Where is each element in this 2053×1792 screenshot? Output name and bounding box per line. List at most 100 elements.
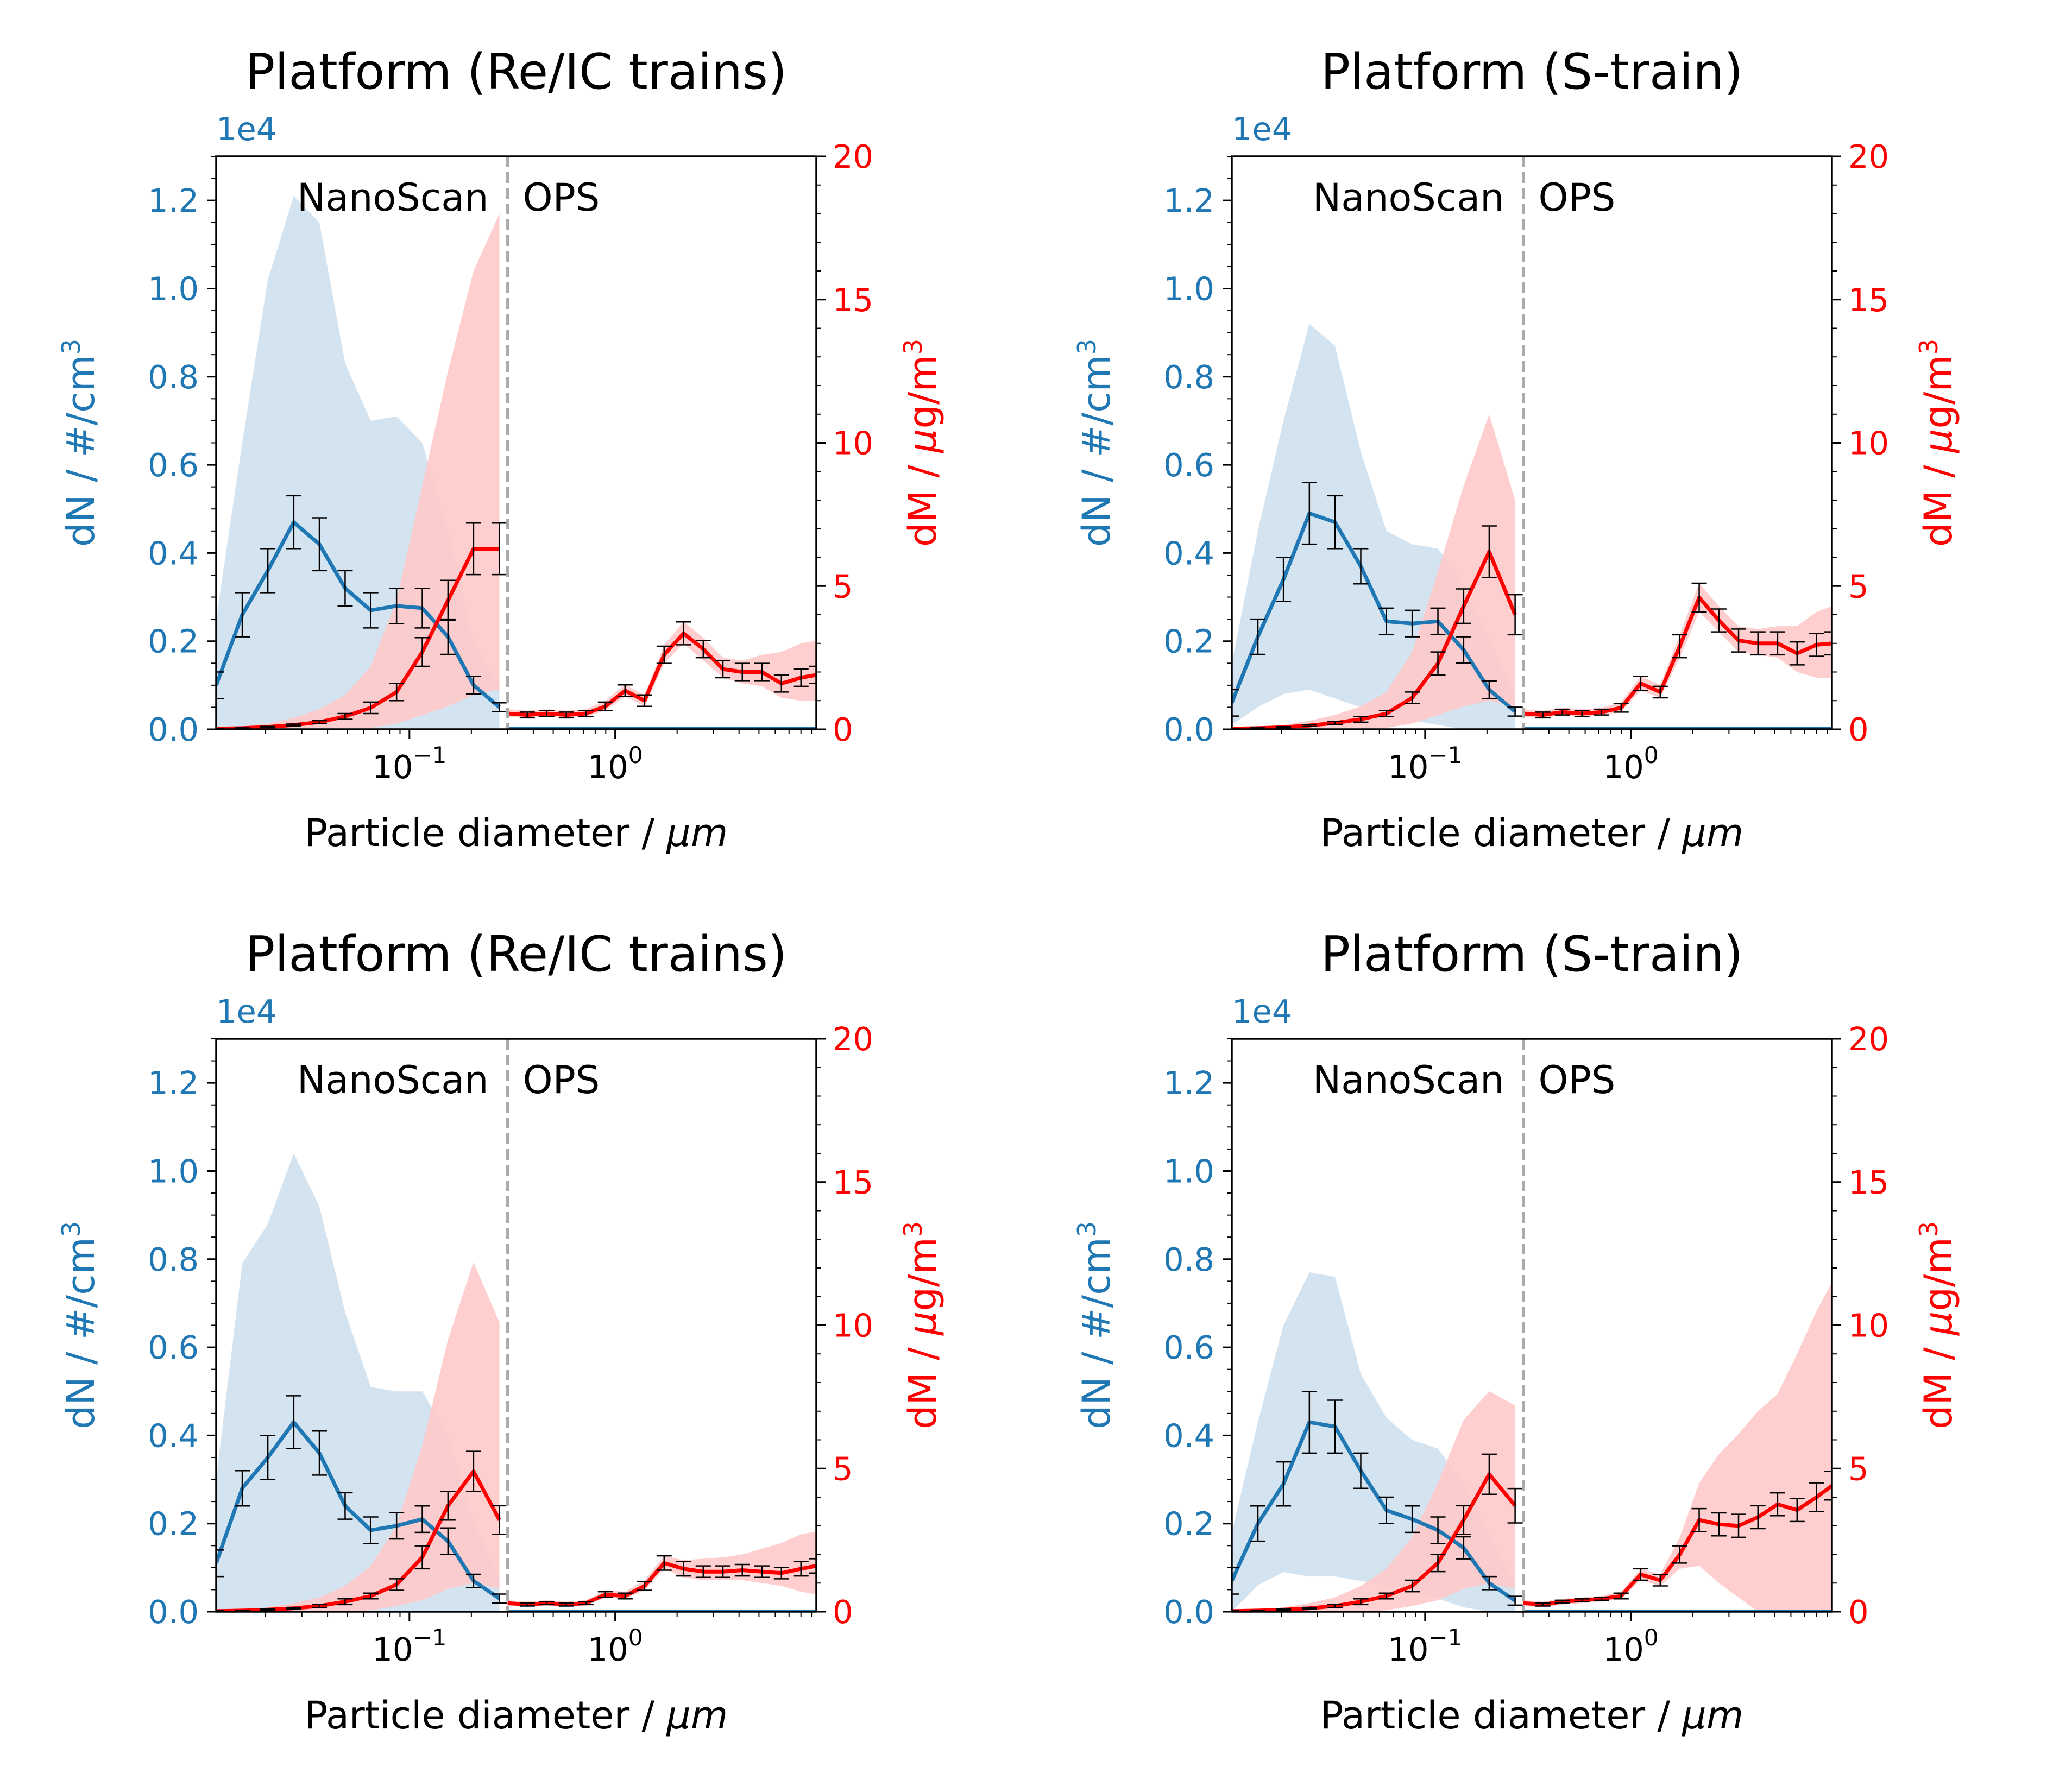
mass-errorbar-ops <box>637 1581 652 1591</box>
mass-errorbar-nanoscan <box>465 522 481 576</box>
mass-errorbar-ops <box>793 668 809 687</box>
x-tick-label: 100 <box>1603 742 1659 786</box>
number-errorbar <box>465 1573 481 1588</box>
x-axis-label: Particle diameter / μm <box>305 811 728 855</box>
mass-errorbar-ops <box>715 660 731 679</box>
mass-errorbar-nanoscan <box>286 1606 301 1610</box>
x-axis-label-text: Particle diameter / <box>305 811 666 855</box>
left-axis-label-superscript: 3 <box>56 339 86 355</box>
right-tick-label: 15 <box>833 281 873 319</box>
x-tick-label: 10−1 <box>1388 742 1462 786</box>
left-axis-offset: 1e4 <box>216 993 276 1030</box>
left-axis-label-superscript: 3 <box>1072 339 1101 355</box>
mass-errorbar-ops <box>809 1558 816 1574</box>
number-errorbar <box>337 570 353 607</box>
number-errorbar <box>1250 618 1266 655</box>
right-axis-label: dM / μg/m3 <box>1914 1221 1961 1429</box>
right-tick-label: 0 <box>833 1593 853 1631</box>
mass-errorbar-ops <box>773 674 789 693</box>
number-errorbar <box>1405 1505 1420 1534</box>
mass-errorbar-ops <box>1574 1598 1590 1602</box>
left-tick-label: 0.6 <box>148 1329 199 1366</box>
mass-errorbar-nanoscan <box>1276 1608 1292 1611</box>
x-tick-label: 100 <box>588 1624 643 1668</box>
right-tick-label: 5 <box>1848 567 1869 605</box>
x-axis-label: Particle diameter / μm <box>1320 811 1743 855</box>
x-axis-label-text: Particle diameter / <box>1320 811 1682 855</box>
x-tick-exponent: 0 <box>628 1624 643 1651</box>
left-tick-label: 0.2 <box>1163 1505 1214 1543</box>
mass-errorbar-ops <box>1750 631 1766 656</box>
number-errorbar <box>1430 607 1446 635</box>
mass-errorbar-ops <box>1613 703 1629 713</box>
right-tick-label: 0 <box>1848 1593 1869 1631</box>
x-tick-label: 100 <box>1603 1624 1659 1668</box>
mass-errorbar-nanoscan <box>363 1592 379 1600</box>
x-tick-label: 100 <box>588 742 643 786</box>
mass-errorbar-ops <box>519 711 535 719</box>
mass-range-band-ops <box>507 622 816 718</box>
left-tick-label: 0.4 <box>1163 534 1214 572</box>
right-tick-label: 20 <box>833 1020 873 1058</box>
ops-label: OPS <box>1539 1058 1616 1102</box>
number-errorbar <box>1507 1595 1523 1606</box>
mass-errorbar-nanoscan <box>1327 1604 1343 1608</box>
right-tick-label: 5 <box>833 567 853 605</box>
number-errorbar <box>1276 557 1292 602</box>
mass-errorbar-ops <box>695 640 711 659</box>
number-errorbar <box>414 1505 430 1534</box>
left-tick-label: 0.6 <box>1163 1329 1214 1366</box>
mass-errorbar-ops <box>1613 1592 1629 1600</box>
mass-errorbar-ops <box>656 1555 672 1571</box>
mass-errorbar-ops <box>754 662 770 682</box>
mass-errorbar-ops <box>1769 631 1785 656</box>
panel-title: Platform (Re/IC trains) <box>245 43 787 100</box>
left-tick-label: 0.2 <box>1163 623 1214 660</box>
mass-errorbar-ops <box>1711 1512 1727 1537</box>
mass-errorbar-ops <box>773 1566 789 1580</box>
mass-errorbar-ops <box>1672 634 1687 659</box>
right-axis-label-superscript: 3 <box>1914 1221 1943 1237</box>
x-tick-label: 10−1 <box>1388 1624 1462 1668</box>
mass-errorbar-ops <box>734 1563 750 1577</box>
plot-area <box>1232 324 1832 729</box>
number-errorbar <box>389 588 405 624</box>
panel-title: Platform (Re/IC trains) <box>245 926 787 983</box>
mass-errorbar-ops <box>793 1561 809 1577</box>
mass-errorbar-nanoscan <box>440 1491 456 1521</box>
mass-errorbar-nanoscan <box>1430 1554 1446 1573</box>
mass-errorbar-ops <box>734 662 750 682</box>
mass-errorbar-ops <box>1652 685 1668 699</box>
x-tick-exponent: −1 <box>413 1624 446 1651</box>
mass-errorbar-nanoscan <box>286 723 301 727</box>
right-axis-label-mu: μ <box>900 429 945 454</box>
mass-errorbar-ops <box>539 710 555 717</box>
left-tick-label: 1.2 <box>148 1064 199 1102</box>
mass-errorbar-nanoscan <box>1353 1598 1369 1606</box>
mass-errorbar-ops <box>1672 1545 1687 1564</box>
mass-errorbar-ops <box>1652 1574 1668 1587</box>
left-tick-label: 1.0 <box>148 1152 199 1190</box>
number-errorbar <box>1378 1496 1394 1524</box>
mass-errorbar-ops <box>676 621 691 646</box>
mass-errorbar-ops <box>1691 1507 1707 1532</box>
mass-errorbar-nanoscan <box>260 1608 276 1611</box>
number-errorbar <box>1405 609 1420 638</box>
left-tick-label: 0.8 <box>148 1241 199 1278</box>
number-errorbar <box>286 495 301 550</box>
right-tick-label: 20 <box>1848 138 1889 175</box>
left-tick-label: 0.2 <box>148 623 199 660</box>
number-errorbar <box>312 1430 328 1476</box>
mass-errorbar-ops <box>1809 1482 1824 1512</box>
x-tick-exponent: 0 <box>1644 742 1659 768</box>
right-axis-label-mu: μ <box>900 1311 945 1336</box>
right-axis-label: dM / μg/m3 <box>898 339 945 547</box>
mass-errorbar-ops <box>597 701 613 711</box>
nanoscan-label: NanoScan <box>297 175 489 220</box>
mass-errorbar-nanoscan <box>1481 525 1497 578</box>
x-tick-label: 10−1 <box>372 742 446 786</box>
left-tick-label: 0.0 <box>1163 711 1214 748</box>
x-axis-label-unit: μm <box>1682 1693 1743 1738</box>
